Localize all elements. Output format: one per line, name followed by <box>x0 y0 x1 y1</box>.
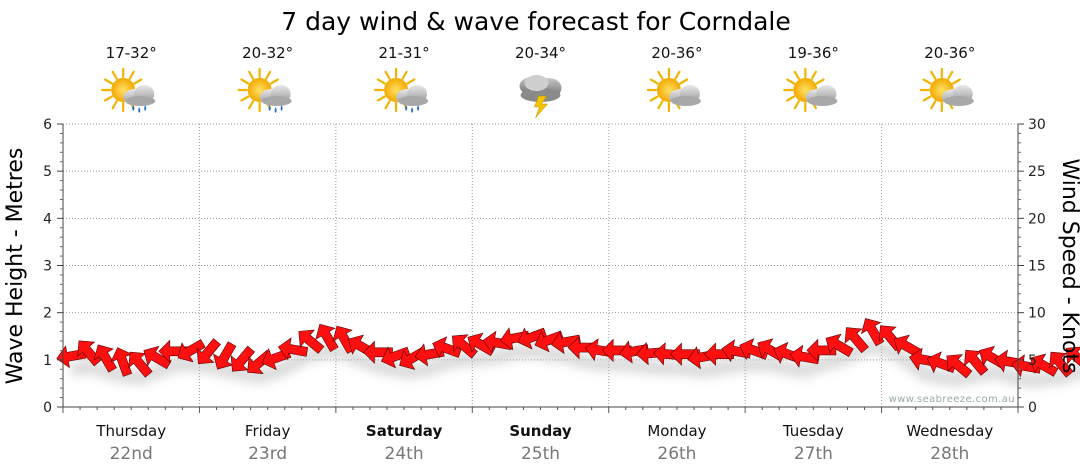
day-name-label: Thursday <box>95 422 166 440</box>
day-name-label: Saturday <box>366 422 443 440</box>
day-name-label: Monday <box>647 422 706 440</box>
day-date-label: 25th <box>521 444 560 464</box>
y-left-tick-label: 6 <box>43 117 52 133</box>
wind-arrow <box>212 341 237 370</box>
day-date-label: 26th <box>657 444 696 464</box>
y-right-tick-label: 20 <box>1028 211 1046 227</box>
storm-icon <box>519 75 562 119</box>
y-left-tick-label: 1 <box>43 353 52 369</box>
wind-arrow <box>1030 353 1059 377</box>
day-name-label: Tuesday <box>782 422 844 440</box>
wind-arrow <box>177 339 206 363</box>
day-date-label: 27th <box>794 444 833 464</box>
sun-cloud-icon <box>783 67 838 113</box>
day-date-label: 23rd <box>248 444 287 464</box>
y-left-tick-label: 2 <box>43 306 52 322</box>
wind-arrow <box>825 333 854 358</box>
weather-icons <box>101 67 974 119</box>
wind-arrow <box>1049 351 1074 378</box>
y-right-tick-label: 15 <box>1028 259 1046 275</box>
wind-arrow <box>298 329 325 354</box>
wind-arrow <box>893 334 922 358</box>
wind-arrow <box>128 351 153 378</box>
sun-cloud-icon <box>919 67 974 113</box>
day-name-label: Friday <box>245 422 291 440</box>
wind-arrow <box>946 354 973 379</box>
temperature-range: 20-36° <box>924 44 975 62</box>
day-date-label: 28th <box>930 444 969 464</box>
temperature-range: 17-32° <box>106 44 157 62</box>
y-right-tick-label: 0 <box>1028 400 1037 416</box>
day-date-label: 24th <box>385 444 424 464</box>
wind-arrows <box>56 318 1080 379</box>
y-axis-left-title: Wave Height - Metres <box>3 148 28 385</box>
y-left-tick-label: 3 <box>43 259 52 275</box>
wind-arrow <box>432 336 462 359</box>
temperature-range: 21-31° <box>379 44 430 62</box>
chart-title: 7 day wind & wave forecast for Corndale <box>281 7 791 36</box>
wind-arrow <box>844 327 869 354</box>
temperature-range: 20-36° <box>651 44 702 62</box>
sun-cloud-rain-icon <box>373 67 429 113</box>
day-name-label: Sunday <box>509 422 572 440</box>
y-axis-left-ticks: 0 1 2 3 4 5 6 <box>43 117 63 416</box>
wind-arrow <box>517 327 548 350</box>
day-name-label: Wednesday <box>906 422 993 440</box>
sun-cloud-rain-icon <box>101 67 156 113</box>
y-left-tick-label: 5 <box>43 164 52 180</box>
y-left-tick-label: 0 <box>43 400 52 416</box>
wind-arrow <box>230 345 255 372</box>
wind-arrow <box>278 337 309 361</box>
wind-arrow <box>363 340 393 365</box>
wind-arrow <box>550 330 582 355</box>
sun-cloud-icon <box>646 67 701 113</box>
wind-arrow <box>315 323 339 352</box>
wind-arrow <box>196 338 221 365</box>
wind-arrow <box>964 349 989 376</box>
y-axis-right-title: Wind Speed - Knots <box>1057 158 1080 373</box>
y-axis-right-ticks: 0 5 10 15 20 25 30 <box>1018 117 1046 416</box>
daily-temperatures: 17-32° 20-32° 21-31° 20-34° 20-36° 19-36° 20-3… <box>106 44 976 62</box>
credit-watermark: www.seabreeze.com.au <box>889 394 1015 405</box>
y-right-tick-label: 10 <box>1028 306 1046 322</box>
y-left-tick-label: 4 <box>43 211 52 227</box>
y-right-tick-label: 30 <box>1028 117 1046 133</box>
temperature-range: 19-36° <box>788 44 839 62</box>
sun-cloud-rain-icon <box>237 67 292 113</box>
wind-arrow <box>534 330 565 353</box>
y-right-tick-label: 5 <box>1028 353 1037 369</box>
day-date-label: 22nd <box>110 444 153 464</box>
x-axis-day-labels: Thursday 22nd Friday 23rd Saturday 24th Sunday… <box>62 407 1019 464</box>
wind-arrow <box>110 347 133 377</box>
wind-arrow <box>451 334 478 359</box>
wind-arrow <box>93 344 117 373</box>
wind-arrow <box>158 339 189 364</box>
y-right-tick-label: 25 <box>1028 164 1046 180</box>
temperature-range: 20-34° <box>515 44 566 62</box>
temperature-range: 20-32° <box>242 44 293 62</box>
wind-arrow <box>1065 346 1080 371</box>
